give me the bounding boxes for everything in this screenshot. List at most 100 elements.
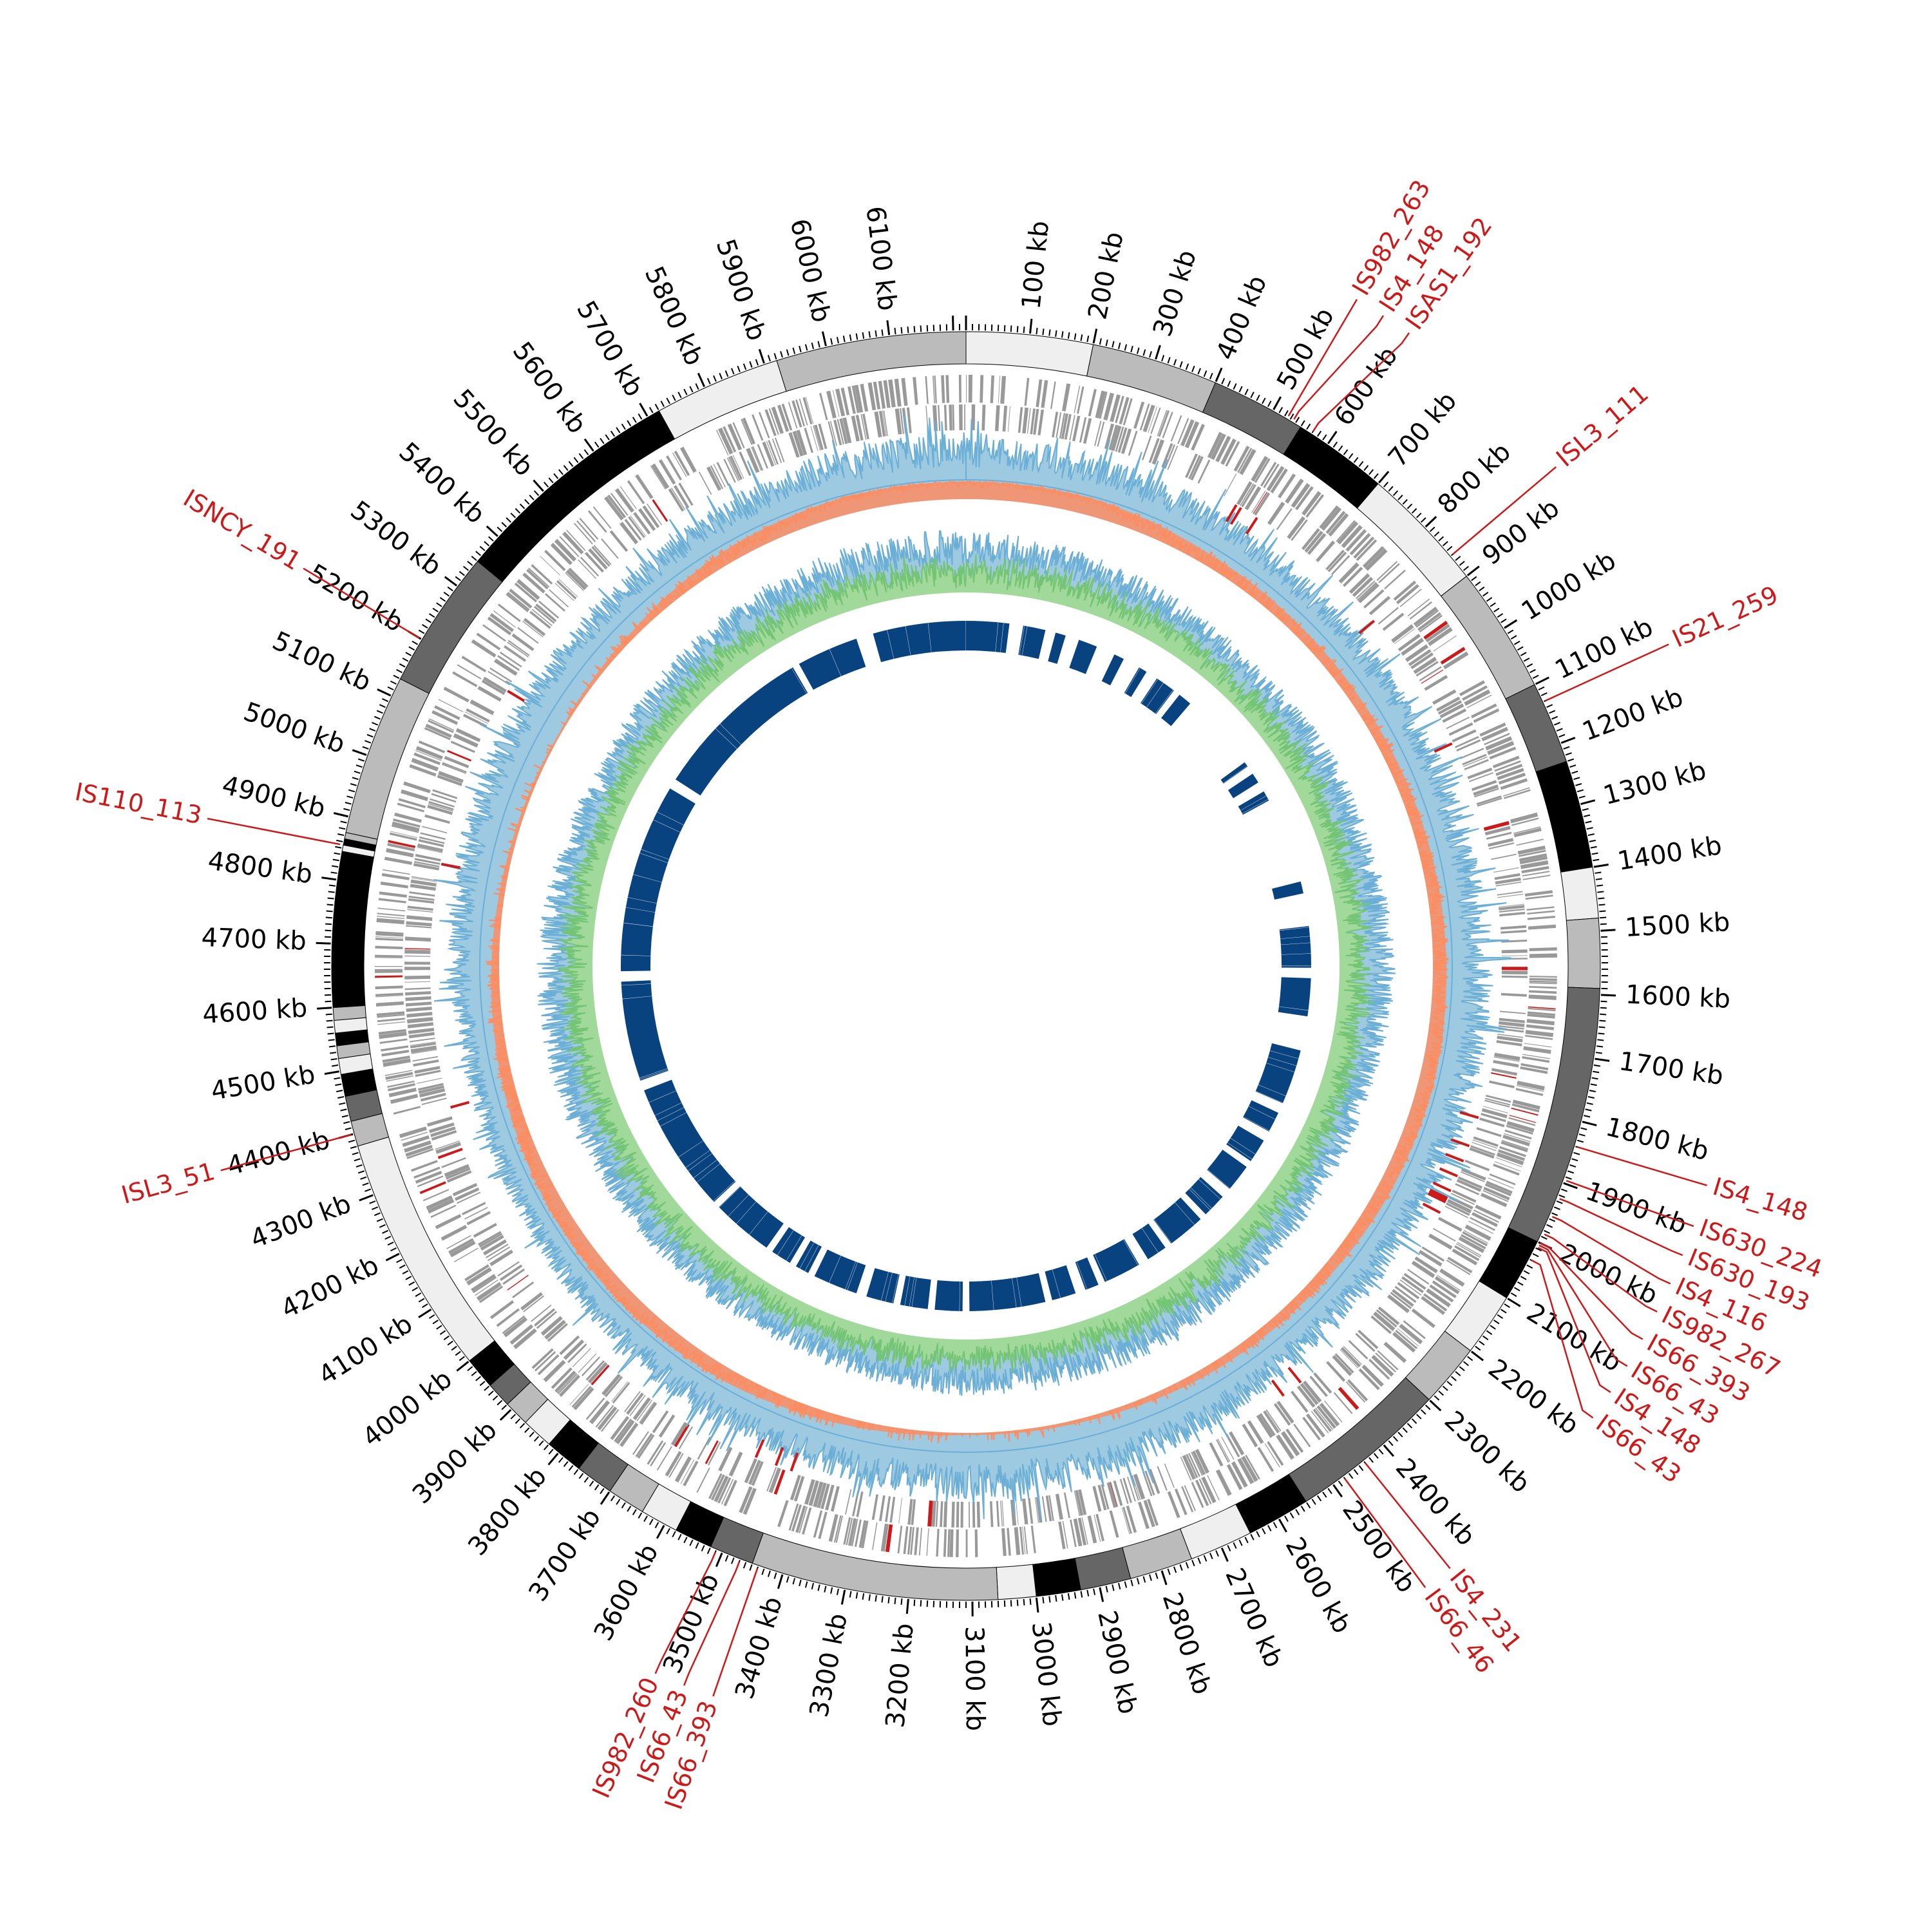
gene-reverse	[1413, 656, 1437, 674]
gene-forward	[375, 936, 404, 938]
gene-forward	[1511, 817, 1539, 826]
gene-forward	[990, 375, 995, 404]
gene-reverse	[517, 627, 539, 644]
block-gap	[829, 1255, 841, 1283]
is-leader-line	[1537, 1247, 1611, 1393]
gene-forward	[949, 1529, 954, 1557]
gene-forward	[1429, 1284, 1454, 1303]
gene-forward	[1207, 1475, 1220, 1501]
gene-forward	[411, 1160, 438, 1172]
gene-reverse	[1468, 772, 1494, 782]
gene-reverse	[424, 814, 450, 824]
block	[675, 667, 808, 796]
block-gap	[1279, 927, 1309, 931]
gene-forward	[1119, 397, 1130, 425]
gene-forward	[401, 789, 428, 802]
gene-forward	[1103, 392, 1114, 421]
major-tick	[821, 331, 827, 346]
gene-reverse	[804, 1479, 815, 1505]
gene-reverse	[1414, 1256, 1438, 1274]
gene-forward	[1462, 685, 1488, 701]
gene-forward	[1321, 507, 1342, 531]
gene-reverse	[1489, 1080, 1515, 1088]
gene-reverse	[668, 488, 685, 512]
gene-reverse	[1119, 1479, 1129, 1504]
gene-reverse	[1399, 1279, 1422, 1296]
block	[1018, 625, 1046, 659]
gene-reverse	[489, 667, 513, 683]
gene-reverse	[1408, 649, 1432, 667]
tick-label: 3000 kb	[1026, 1620, 1067, 1728]
gene-forward	[903, 1526, 909, 1555]
block-gap	[892, 1274, 899, 1303]
block-gap	[881, 1271, 889, 1301]
gene-reverse	[558, 578, 578, 598]
gene-forward	[1162, 412, 1173, 439]
gene-reverse	[534, 1308, 556, 1327]
gene-reverse	[728, 457, 741, 481]
gene-forward	[1231, 1461, 1248, 1488]
tick-label: 3900 kb	[407, 1416, 503, 1510]
gene-forward	[1443, 651, 1469, 670]
gene-reverse	[1240, 483, 1255, 506]
gene-forward	[573, 1387, 594, 1410]
gene-forward	[795, 1505, 806, 1533]
tick-label: 3700 kb	[523, 1503, 607, 1607]
gene-forward	[610, 493, 629, 516]
gene-reverse	[895, 408, 902, 435]
gene-reverse	[540, 1316, 563, 1336]
gene-forward	[1074, 385, 1081, 413]
gene-reverse	[748, 1459, 761, 1485]
block-gap	[804, 1245, 819, 1272]
gene-forward	[388, 1083, 415, 1092]
gene-reverse	[705, 1440, 719, 1464]
gene-forward	[475, 1279, 498, 1296]
tick-label: 4000 kb	[357, 1364, 457, 1452]
gene-reverse	[417, 845, 443, 853]
gene-forward	[503, 1316, 528, 1338]
gene-reverse	[969, 1501, 971, 1528]
gene-reverse	[1265, 1409, 1282, 1432]
block-gap	[885, 1273, 893, 1302]
block-gap	[1123, 1239, 1139, 1265]
gene-forward	[1147, 1499, 1159, 1526]
gene-forward	[674, 450, 690, 477]
gene-reverse	[611, 1381, 629, 1402]
gene-reverse	[1052, 412, 1059, 438]
block-gap	[685, 1150, 710, 1168]
gene-forward	[1516, 1085, 1544, 1092]
gene-reverse	[404, 981, 431, 983]
gene-reverse	[1473, 1136, 1499, 1147]
gene-forward	[1522, 875, 1551, 880]
gene-reverse	[1463, 756, 1488, 767]
tick-label: 200 kb	[1083, 229, 1130, 322]
gene-forward	[818, 1511, 828, 1539]
gene-reverse	[572, 1348, 591, 1367]
tick-label: 5700 kb	[571, 296, 649, 402]
gene-forward	[727, 423, 743, 451]
gene-forward	[1458, 1236, 1485, 1253]
gene-reverse	[820, 1483, 830, 1510]
gene-reverse	[417, 847, 442, 853]
gene-reverse	[943, 404, 947, 431]
gene-forward	[453, 1247, 478, 1263]
is-element-mark	[754, 1439, 765, 1458]
block	[900, 1276, 931, 1309]
gene-forward	[1518, 849, 1546, 857]
is-leader-line	[1539, 1244, 1628, 1367]
gene-forward	[1440, 647, 1466, 665]
gene-reverse	[1300, 1383, 1319, 1405]
karyotype-band	[1566, 917, 1601, 989]
gene-forward	[1088, 388, 1097, 417]
gene-forward	[376, 918, 404, 925]
gene-forward	[604, 496, 624, 521]
gene-reverse	[1436, 696, 1461, 712]
gene-reverse	[1127, 1477, 1136, 1502]
gene-forward	[1311, 1410, 1329, 1434]
gene-reverse	[728, 1452, 743, 1477]
gene-reverse	[511, 633, 535, 651]
gene-forward	[835, 1515, 844, 1543]
gene-reverse	[1209, 1442, 1224, 1467]
major-tick	[1092, 328, 1098, 344]
